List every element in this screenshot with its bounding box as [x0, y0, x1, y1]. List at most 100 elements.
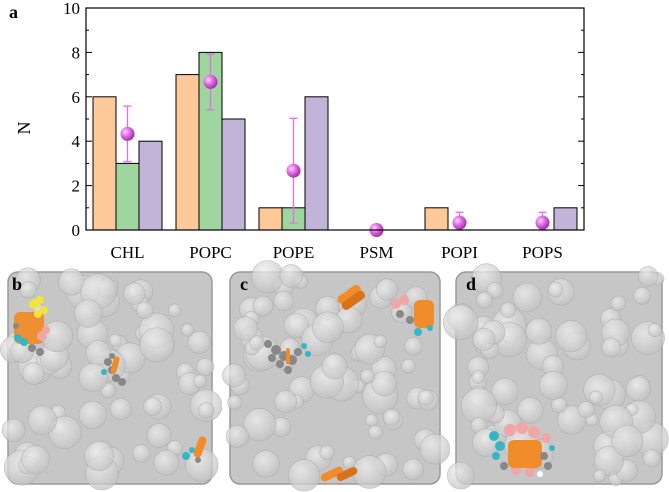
- x-axis: CHL POPC POPE PSM POPI POPS: [111, 243, 563, 262]
- plot-frame: [85, 7, 585, 231]
- surface-blob: [360, 368, 375, 384]
- surface-blob: [21, 445, 50, 474]
- surface-blob: [135, 301, 154, 320]
- x-tick-label-chl: CHL: [111, 243, 145, 262]
- panel-label-c: c: [240, 274, 248, 294]
- surface-blob: [486, 282, 504, 299]
- surface-blob: [279, 264, 304, 288]
- surface-blob: [476, 291, 493, 309]
- surface-blob: [446, 461, 475, 490]
- y-tick-label: 8: [72, 43, 81, 62]
- mean-point-chl: [120, 126, 135, 141]
- bar-pope-3: [304, 96, 329, 231]
- x-tick-label-pops: POPS: [522, 243, 563, 262]
- surface-blob: [517, 397, 544, 424]
- bar-popc-1: [175, 74, 200, 231]
- bar-group: [92, 51, 578, 231]
- surface-blob: [252, 450, 280, 478]
- cluster-b-corner: [13, 296, 50, 356]
- y-tick-label: 10: [63, 0, 80, 18]
- surface-blob: [382, 408, 401, 427]
- surface-blob: [419, 433, 451, 465]
- surface-blob: [146, 423, 172, 448]
- surface-blob: [78, 362, 109, 393]
- panel-label-d: d: [466, 274, 476, 294]
- surface-blob: [84, 441, 114, 471]
- surface-blob: [197, 402, 215, 419]
- surface-blob: [375, 278, 399, 301]
- surface-blob: [27, 405, 57, 435]
- panel-label-a: a: [9, 2, 18, 22]
- surface-blob: [401, 358, 416, 374]
- surface-blob: [499, 301, 517, 319]
- surface-blob: [601, 337, 622, 358]
- surface-blob: [417, 389, 434, 406]
- surface-blob: [402, 458, 425, 481]
- bar-chart: a N 0 2 4 6 8 10 CHL POPC POPE PSM POPI POPS: [9, 0, 585, 262]
- surface-blob: [525, 317, 553, 345]
- cluster-c-topright: [391, 295, 434, 336]
- surface-blob: [78, 400, 107, 429]
- surface-blob: [225, 424, 249, 448]
- surface-blob: [139, 327, 175, 363]
- surface-blob: [252, 295, 274, 317]
- surface-blob: [249, 335, 265, 351]
- snapshot-panel-d: d: [443, 263, 669, 490]
- x-tick-label-psm: PSM: [359, 243, 393, 262]
- surface-texture: [222, 260, 451, 492]
- surface-blob: [404, 336, 423, 356]
- surface-blob: [371, 370, 397, 397]
- bar-pope-1: [258, 207, 283, 231]
- snapshot-panels: b: [0, 260, 669, 492]
- surface-blob: [251, 260, 285, 294]
- surface-blob: [227, 394, 243, 410]
- mean-markers: [120, 53, 550, 237]
- surface-blob: [538, 370, 568, 400]
- surface-blob: [143, 396, 163, 416]
- surface-blob: [547, 281, 564, 298]
- snapshot-panel-b: b: [0, 266, 223, 491]
- surface-blob: [181, 323, 195, 337]
- y-tick-label: 0: [72, 221, 81, 240]
- surface-blob: [491, 377, 519, 406]
- surface-blob: [593, 445, 624, 476]
- surface-blob: [132, 444, 151, 463]
- surface-blob: [593, 469, 607, 483]
- x-tick-label-popc: POPC: [189, 243, 232, 262]
- bar-popi-1: [424, 207, 449, 231]
- surface-blob: [233, 316, 258, 341]
- y-tick-label: 2: [72, 177, 81, 196]
- bar-chl-3: [138, 140, 163, 231]
- cluster-b-bottom: [182, 436, 207, 463]
- surface-blob: [222, 363, 246, 388]
- surface-blob: [443, 304, 479, 341]
- surface-blob: [352, 455, 387, 489]
- x-tick-label-pope: POPE: [273, 243, 315, 262]
- surface-texture: [443, 263, 669, 490]
- surface-blob: [373, 334, 388, 348]
- surface-blob: [555, 320, 588, 353]
- surface-blob: [123, 282, 146, 305]
- cluster-d-bottom: [489, 422, 555, 477]
- surface-blob: [19, 281, 37, 299]
- surface-blob: [108, 333, 122, 347]
- x-tick-label-popi: POPI: [441, 243, 478, 262]
- surface-blob: [342, 455, 356, 469]
- surface-blob: [187, 330, 211, 354]
- surface-blob: [365, 413, 379, 427]
- surface-blob: [109, 398, 132, 421]
- surface-blob: [368, 424, 383, 440]
- surface-blob: [642, 449, 661, 468]
- surface-blob: [512, 282, 542, 312]
- surface-blob: [625, 376, 651, 402]
- surface-blob: [243, 408, 277, 442]
- surface-blob: [319, 445, 335, 461]
- surface-blob: [638, 266, 659, 287]
- y-tick-label: 4: [72, 132, 81, 151]
- surface-blob: [283, 312, 309, 339]
- surface-blob: [287, 459, 321, 492]
- surface-blob: [577, 400, 595, 419]
- surface-blob: [1, 418, 26, 442]
- mean-point-pope: [286, 163, 301, 178]
